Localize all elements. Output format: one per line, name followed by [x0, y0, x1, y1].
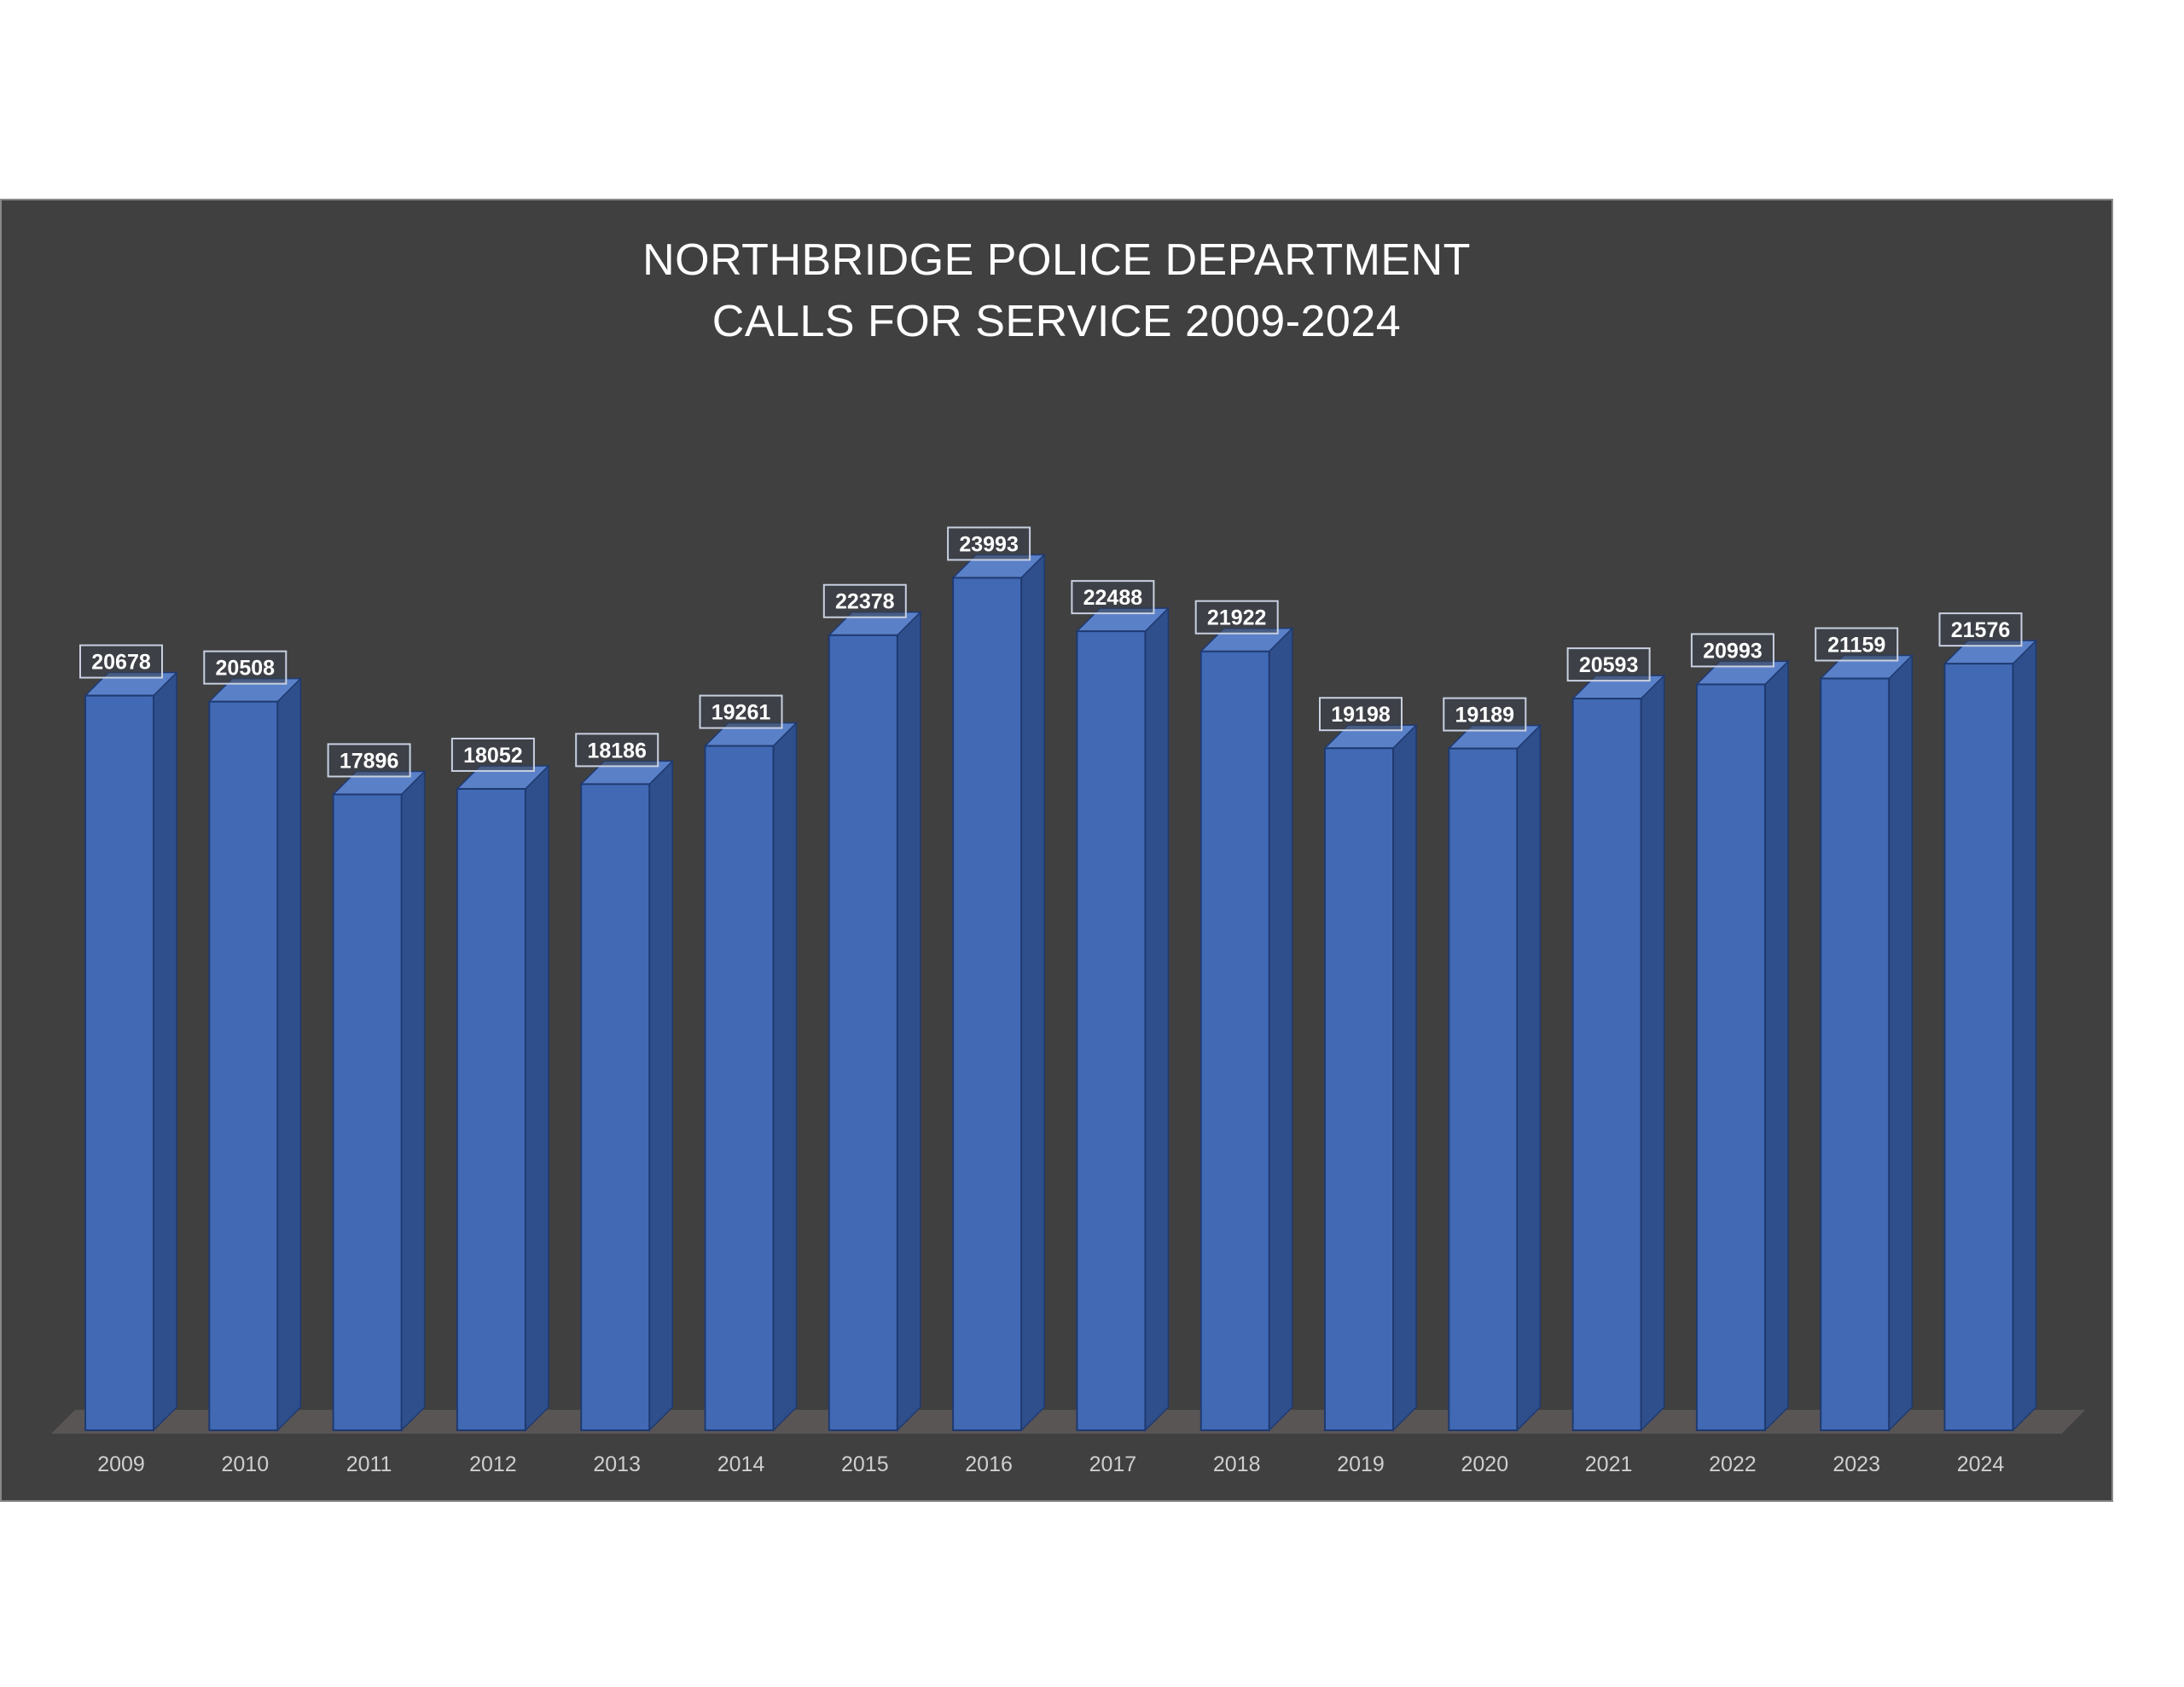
data-label-2016: 23993: [959, 532, 1019, 556]
bar-side-2009: [153, 670, 177, 1432]
data-label-box-2024: [1938, 612, 2023, 647]
data-label-box-2023: [1815, 627, 1899, 662]
data-label-2020: 19189: [1455, 704, 1515, 728]
bar-side-2015: [897, 610, 921, 1432]
x-tick-label-2023: 2023: [1833, 1452, 1880, 1476]
bar-side-2014: [772, 721, 798, 1432]
bar-2015: [828, 634, 898, 1431]
bar-2021: [1571, 698, 1642, 1431]
data-label-box-2018: [1194, 600, 1279, 635]
bar-side-2016: [1020, 553, 1045, 1432]
data-label-2024: 21576: [1951, 618, 2011, 642]
data-label-2009: 20678: [91, 651, 151, 675]
bar-2014: [704, 745, 775, 1431]
data-label-2015: 22378: [835, 590, 895, 614]
data-label-box-2011: [327, 743, 411, 778]
bar-2022: [1695, 683, 1766, 1431]
data-label-2011: 17896: [340, 749, 399, 773]
bar-side-2023: [1888, 653, 1913, 1432]
x-tick-label-2010: 2010: [221, 1452, 269, 1476]
bar-side-2011: [400, 769, 426, 1432]
bar-side-2010: [276, 676, 302, 1432]
data-label-2013: 18186: [587, 739, 647, 762]
x-tick-label-2013: 2013: [593, 1452, 641, 1476]
bar-2011: [332, 793, 403, 1431]
x-tick-label-2019: 2019: [1337, 1452, 1385, 1476]
bar-side-2019: [1392, 723, 1417, 1432]
data-label-box-2019: [1319, 697, 1403, 732]
x-tick-label-2015: 2015: [841, 1452, 889, 1476]
bar-2016: [952, 577, 1023, 1432]
data-label-2018: 21922: [1207, 606, 1267, 630]
data-label-2012: 18052: [463, 744, 523, 768]
chart-subtitle: CALLS FOR SERVICE 2009-2024: [712, 297, 1402, 346]
data-label-box-2022: [1690, 633, 1774, 668]
data-label-2010: 20508: [216, 657, 276, 681]
data-label-2022: 20993: [1703, 639, 1763, 663]
x-tick-label-2020: 2020: [1461, 1452, 1508, 1476]
data-label-box-2012: [450, 737, 535, 772]
data-label-2019: 19198: [1331, 703, 1391, 727]
x-tick-label-2024: 2024: [1957, 1452, 2005, 1476]
data-label-box-2009: [79, 644, 163, 679]
bar-2009: [84, 694, 154, 1431]
bar-side-2021: [1640, 674, 1665, 1432]
bar-side-2018: [1268, 626, 1293, 1432]
data-label-box-2013: [575, 733, 659, 768]
bar-chart-svg: 20678 2009 20508 2010 17896 2011 18052 2012 1818…: [51, 526, 2086, 1476]
bar-2018: [1199, 650, 1270, 1431]
bar-2010: [208, 700, 279, 1431]
x-tick-label-2021: 2021: [1585, 1452, 1633, 1476]
x-tick-label-2011: 2011: [346, 1452, 392, 1476]
data-label-box-2010: [203, 650, 288, 685]
data-label-box-2017: [1071, 580, 1155, 615]
data-label-box-2015: [822, 583, 907, 618]
bar-side-2017: [1144, 606, 1170, 1432]
bar-2017: [1076, 630, 1147, 1432]
bar-side-2022: [1764, 659, 1789, 1432]
data-label-2014: 19261: [712, 701, 771, 725]
data-label-2023: 21159: [1827, 634, 1885, 658]
chart-title-line-1: NORTHBRIDGE POLICE DEPARTMENT: [642, 235, 1471, 285]
bar-side-2013: [648, 759, 673, 1432]
data-label-box-2021: [1566, 647, 1651, 682]
chart-title: NORTHBRIDGE POLICE DEPARTMENT CALLS FOR …: [2, 229, 2111, 352]
data-label-2017: 22488: [1083, 586, 1143, 610]
data-label-box-2020: [1443, 697, 1527, 732]
data-label-box-2016: [947, 526, 1031, 561]
chart-panel: NORTHBRIDGE POLICE DEPARTMENT CALLS FOR …: [0, 199, 2113, 1502]
x-tick-label-2014: 2014: [717, 1452, 765, 1476]
x-tick-label-2016: 2016: [965, 1452, 1013, 1476]
bar-side-2020: [1516, 723, 1542, 1432]
data-label-box-2014: [699, 694, 783, 729]
bar-2012: [456, 787, 526, 1431]
x-tick-label-2012: 2012: [469, 1452, 517, 1476]
bar-2024: [1943, 663, 2014, 1431]
bar-2013: [580, 783, 651, 1431]
bar-2023: [1820, 677, 1891, 1431]
bar-side-2024: [2012, 639, 2037, 1432]
bar-2019: [1324, 747, 1394, 1431]
bar-side-2012: [525, 764, 549, 1432]
x-tick-label-2009: 2009: [97, 1452, 145, 1476]
x-tick-label-2018: 2018: [1213, 1452, 1261, 1476]
x-tick-label-2017: 2017: [1089, 1452, 1137, 1476]
data-label-2021: 20593: [1579, 653, 1639, 677]
x-tick-label-2022: 2022: [1709, 1452, 1757, 1476]
bar-2020: [1448, 747, 1519, 1431]
